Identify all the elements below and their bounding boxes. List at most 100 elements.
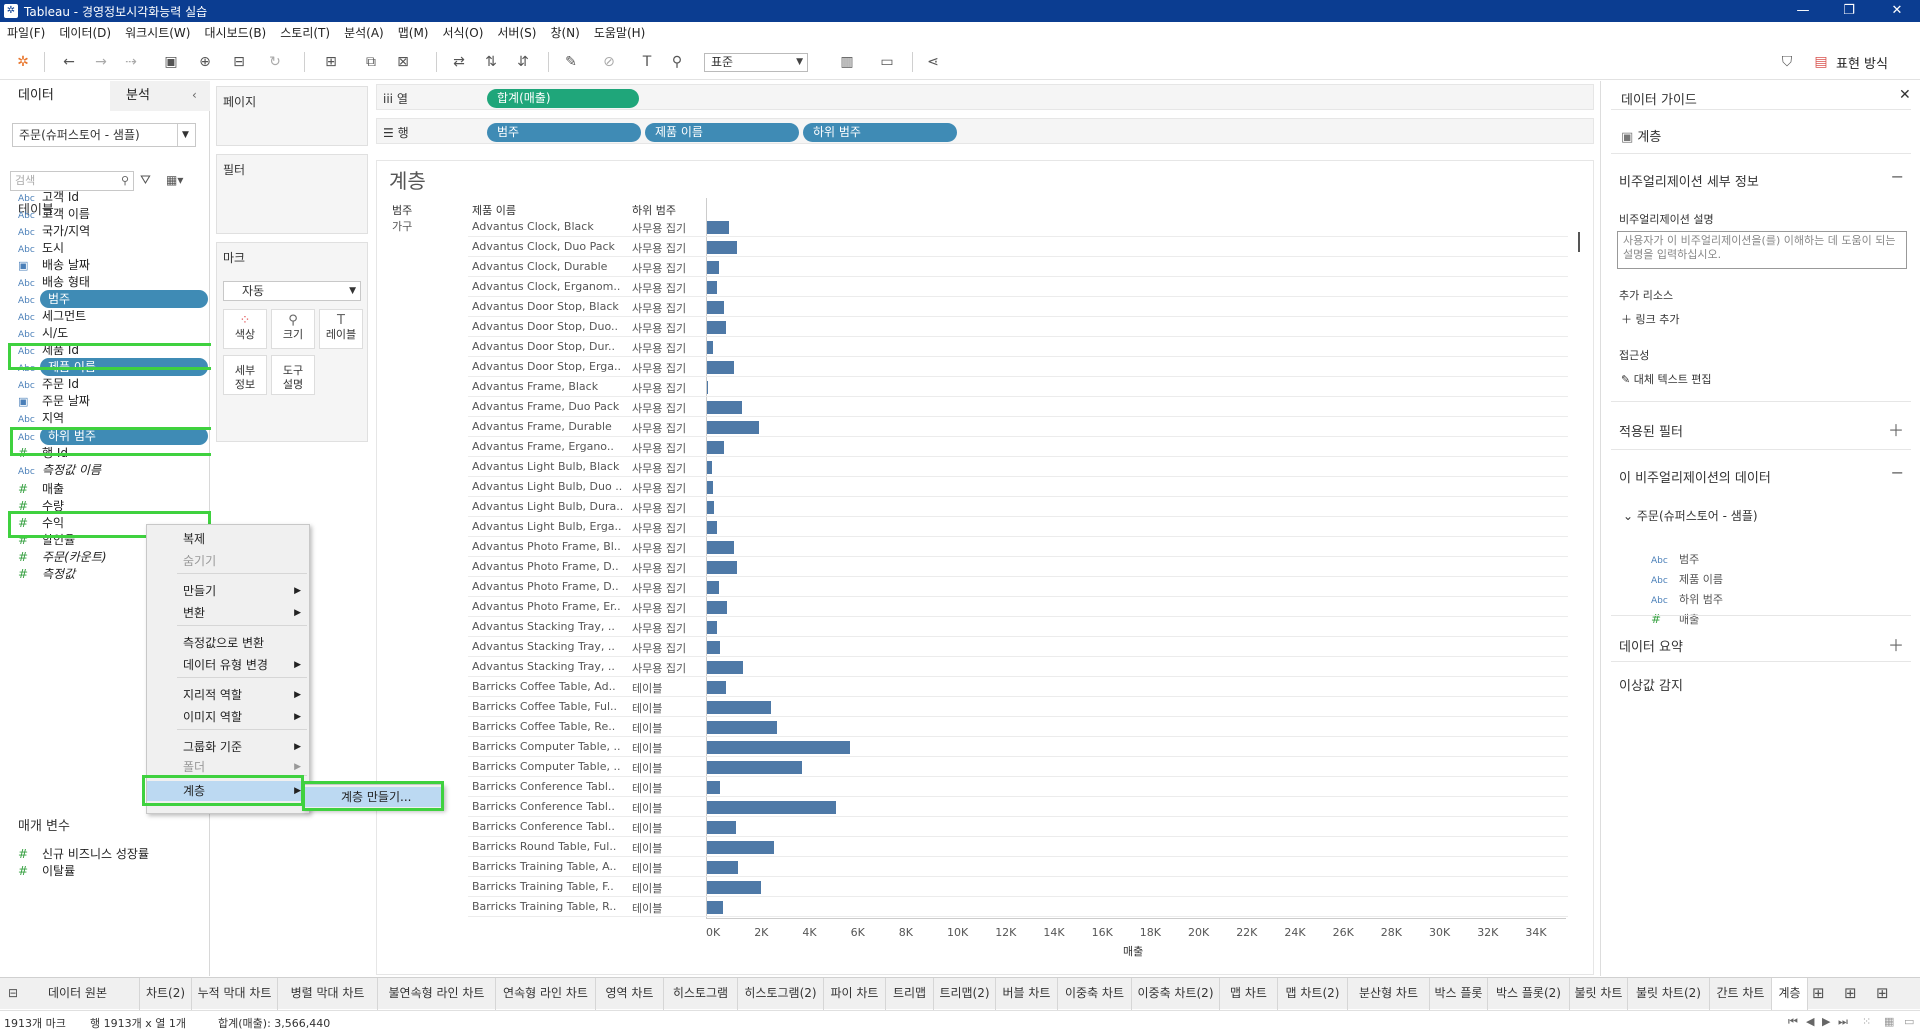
- show-me-button[interactable]: 표현 방식: [1836, 57, 1888, 72]
- context-menu-item[interactable]: 그룹화 기준 ▶: [147, 737, 311, 757]
- selected-field-pill[interactable]: 하위 범주: [40, 427, 208, 445]
- field-row[interactable]: Abc 고객 이름: [18, 204, 208, 224]
- field-row[interactable]: Abc 시/도: [18, 323, 208, 343]
- sort-ascending-icon[interactable]: ⇅: [485, 54, 497, 70]
- data-summary-heading[interactable]: 데이터 요약: [1619, 640, 1683, 655]
- restore-button[interactable]: ❐: [1843, 3, 1855, 18]
- selected-field-pill[interactable]: 범주: [40, 290, 208, 308]
- worksheet-title[interactable]: 계층: [389, 169, 426, 193]
- refresh-icon[interactable]: ↻: [269, 54, 281, 70]
- replay-icon[interactable]: ⇢: [125, 54, 137, 70]
- menu-server[interactable]: 서버(S): [497, 26, 537, 40]
- color-button[interactable]: ⁘ 색상: [223, 309, 267, 349]
- menu-window[interactable]: 창(N): [550, 26, 580, 40]
- show-cards-icon[interactable]: ▥: [840, 54, 854, 70]
- sheet-tab[interactable]: 맵 차트: [1220, 978, 1278, 1010]
- columns-shelf[interactable]: iii 열 합계(매출): [376, 84, 1594, 110]
- pill-sum-sales[interactable]: 합계(매출): [487, 89, 639, 108]
- fit-dropdown[interactable]: 표준 ▼: [704, 53, 808, 72]
- pill-product-name[interactable]: 제품 이름: [645, 123, 799, 142]
- context-menu-item[interactable]: 만들기 ▶: [147, 581, 311, 601]
- new-story-icon[interactable]: ⊞: [1876, 984, 1889, 1002]
- nav-last-icon[interactable]: ⏭: [1838, 1015, 1848, 1028]
- field-row[interactable]: Abc 지역: [18, 408, 208, 428]
- collapse-data-icon[interactable]: −: [1890, 463, 1904, 482]
- sheet-tab[interactable]: 데이터 원본: [16, 978, 140, 1010]
- clear-sheet-icon[interactable]: ⊠: [397, 54, 409, 70]
- field-row[interactable]: Abc 범주: [18, 289, 208, 309]
- menu-data[interactable]: 데이터(D): [59, 26, 112, 40]
- expand-filters-icon[interactable]: ＋: [1887, 421, 1904, 440]
- nav-first-icon[interactable]: ⏮: [1788, 1015, 1798, 1028]
- sheet-tab[interactable]: 이중축 차트: [1058, 978, 1132, 1010]
- sheet-tab[interactable]: 트리맵: [886, 978, 934, 1010]
- context-menu-item[interactable]: 계층 ▶: [147, 781, 311, 801]
- nav-prev-icon[interactable]: ◀: [1806, 1015, 1815, 1028]
- sheet-tab[interactable]: 트리맵(2): [934, 978, 996, 1010]
- show-mark-labels-icon[interactable]: T: [642, 54, 652, 70]
- field-row[interactable]: Abc 주문 Id: [18, 374, 208, 394]
- sheet-tab[interactable]: 맵 차트(2): [1278, 978, 1348, 1010]
- applied-filters-heading[interactable]: 적용된 필터: [1619, 425, 1683, 440]
- field-row[interactable]: # 주문(카운트): [18, 547, 208, 567]
- menu-file[interactable]: 파일(F): [7, 26, 46, 40]
- sheet-tab[interactable]: 파이 차트: [824, 978, 886, 1010]
- new-datasource-icon[interactable]: ⊕: [199, 54, 211, 70]
- sheet-tab[interactable]: 히스토그램(2): [738, 978, 824, 1010]
- sheet-tab[interactable]: 분산형 차트: [1348, 978, 1430, 1010]
- swap-rows-columns-icon[interactable]: ⇄: [453, 54, 465, 70]
- sheet-tab[interactable]: 이중축 차트(2): [1132, 978, 1220, 1010]
- field-row[interactable]: ▣ 주문 날짜: [18, 391, 208, 411]
- pages-card[interactable]: 페이지: [216, 86, 368, 146]
- menu-worksheet[interactable]: 워크시트(W): [125, 26, 191, 40]
- sheet-tab[interactable]: 계층: [1772, 978, 1808, 1010]
- tab-analysis[interactable]: 분석: [110, 81, 210, 111]
- context-menu-item[interactable]: 이미지 역할 ▶: [147, 707, 311, 727]
- sheet-tab[interactable]: 연속형 라인 차트: [496, 978, 596, 1010]
- sort-descending-icon[interactable]: ⇵: [517, 54, 529, 70]
- close-guide-icon[interactable]: ✕: [1899, 87, 1911, 103]
- filter-icon[interactable]: ⛛: [140, 173, 151, 188]
- field-row[interactable]: Abc 측정값 이름: [18, 460, 208, 480]
- context-menu-item[interactable]: 복제: [147, 529, 311, 549]
- search-input[interactable]: 검색 ⚲: [10, 171, 134, 191]
- outlier-heading[interactable]: 이상값 감지: [1619, 679, 1683, 694]
- collapse-details-icon[interactable]: −: [1890, 167, 1904, 186]
- presentation-mode-icon[interactable]: ▭: [880, 54, 894, 70]
- field-row[interactable]: # 매출: [18, 479, 208, 499]
- context-menu-item[interactable]: 폴더 ▶: [147, 757, 311, 777]
- add-link-button[interactable]: ＋ 링크 추가: [1621, 313, 1680, 326]
- view-options-icon[interactable]: ▦▾: [166, 173, 184, 187]
- field-row[interactable]: # 수익: [18, 513, 208, 533]
- new-sheet-icon[interactable]: ⊞: [325, 54, 337, 70]
- context-menu-item[interactable]: 지리적 역할 ▶: [147, 685, 311, 705]
- collapse-pane-icon[interactable]: ‹: [192, 88, 197, 102]
- rows-shelf[interactable]: ☰ 행 범주 제품 이름 하위 범주: [376, 118, 1594, 144]
- field-row[interactable]: # 측정값: [18, 564, 208, 584]
- tableau-logo-icon[interactable]: ✲: [17, 54, 29, 70]
- field-row[interactable]: Abc 세그먼트: [18, 306, 208, 326]
- field-row[interactable]: Abc 하위 범주: [18, 426, 208, 446]
- field-row[interactable]: Abc 국가/지역: [18, 221, 208, 241]
- context-menu-item[interactable]: 측정값으로 변환: [147, 633, 311, 653]
- duplicate-sheet-icon[interactable]: ⧉: [366, 54, 376, 70]
- tab-data[interactable]: 데이터: [0, 81, 110, 111]
- new-worksheet-icon[interactable]: ⊞: [1812, 984, 1825, 1002]
- detail-button[interactable]: 세부 정보: [223, 355, 267, 395]
- sheet-tab[interactable]: 불릿 차트(2): [1628, 978, 1710, 1010]
- context-menu-item[interactable]: 숨기기: [147, 551, 311, 571]
- menu-map[interactable]: 맵(M): [397, 26, 429, 40]
- minimize-button[interactable]: —: [1796, 3, 1810, 18]
- size-button[interactable]: ⚲ 크기: [271, 309, 315, 349]
- viz-details-heading[interactable]: 비주얼리제이션 세부 정보: [1619, 175, 1759, 190]
- parameter-row[interactable]: # 신규 비즈니스 성장률: [18, 844, 208, 864]
- fix-axes-icon[interactable]: ⚲: [671, 54, 683, 70]
- sheet-tab[interactable]: 간트 차트: [1710, 978, 1772, 1010]
- pill-category[interactable]: 범주: [487, 123, 641, 142]
- viz-data-heading[interactable]: 이 비주얼리제이션의 데이터: [1619, 471, 1771, 486]
- parameter-row[interactable]: # 이탈률: [18, 861, 208, 881]
- redo-icon[interactable]: →: [95, 54, 107, 70]
- menu-story[interactable]: 스토리(T): [280, 26, 331, 40]
- sheet-tab[interactable]: 누적 막대 차트: [192, 978, 278, 1010]
- pause-updates-icon[interactable]: ⊟: [233, 54, 245, 70]
